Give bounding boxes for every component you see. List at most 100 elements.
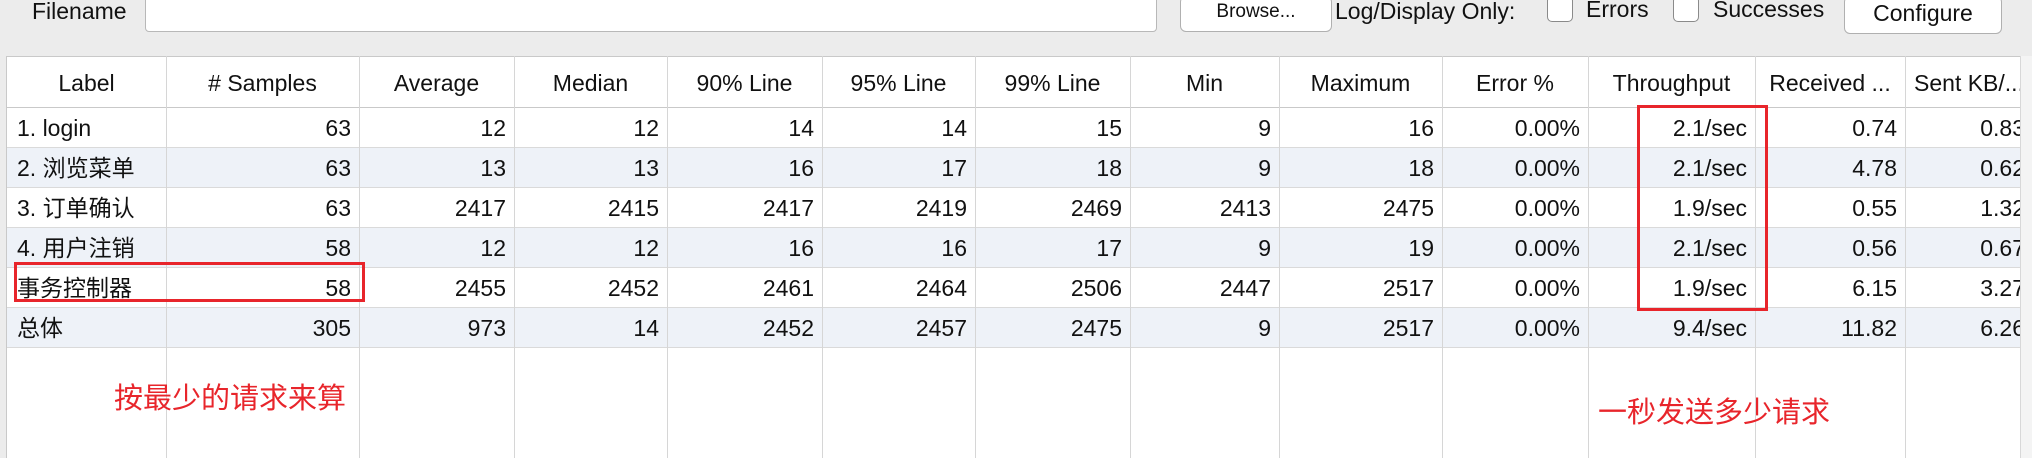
cell-line90: 16 bbox=[788, 235, 814, 261]
vertical-scrollbar[interactable] bbox=[2020, 56, 2032, 458]
cell-received: 0.56 bbox=[1852, 235, 1897, 261]
table-row[interactable]: 事务控制器 58 2455 2452 2461 2464 2506 2447 2517 0.00%… bbox=[7, 268, 2032, 308]
cell-line95: 2457 bbox=[915, 315, 967, 341]
cell-received: 0.55 bbox=[1852, 195, 1897, 221]
table-row[interactable]: 4. 用户注销 58 12 12 16 16 17 9 19 0.00% 2.1/sec 0.56 0.… bbox=[7, 228, 2032, 268]
cell-sent: 0.62 bbox=[1980, 155, 2025, 181]
cell-min: 9 bbox=[1258, 315, 1271, 341]
cell-error-pct: 0.00% bbox=[1514, 115, 1580, 141]
column-header-samples[interactable]: # Samples bbox=[208, 70, 317, 96]
cell-samples: 63 bbox=[325, 195, 351, 221]
successes-label: Successes bbox=[1713, 0, 1825, 22]
cell-line99: 17 bbox=[1096, 235, 1122, 261]
cell-line99: 2475 bbox=[1070, 315, 1122, 341]
configure-button[interactable]: Configure bbox=[1844, 0, 2002, 34]
cell-line95: 2464 bbox=[915, 275, 967, 301]
cell-maximum: 16 bbox=[1408, 115, 1434, 141]
cell-average: 2455 bbox=[454, 275, 506, 301]
cell-error-pct: 0.00% bbox=[1514, 275, 1580, 301]
cell-line99: 2506 bbox=[1070, 275, 1122, 301]
cell-sent: 6.26 bbox=[1980, 315, 2025, 341]
cell-label: 事务控制器 bbox=[17, 275, 132, 301]
column-header-median[interactable]: Median bbox=[552, 70, 629, 96]
cell-line90: 2417 bbox=[762, 195, 814, 221]
cell-throughput: 2.1/sec bbox=[1672, 155, 1747, 181]
column-divider bbox=[359, 56, 360, 458]
column-divider bbox=[1905, 56, 1906, 458]
filename-label: Filename bbox=[32, 0, 127, 24]
column-header-label[interactable]: Label bbox=[58, 70, 115, 96]
cell-sent: 3.27 bbox=[1980, 275, 2025, 301]
aggregate-report-table: Label # Samples Average Median 90% Line 95% L… bbox=[6, 56, 2032, 458]
cell-min: 9 bbox=[1258, 115, 1271, 141]
column-divider bbox=[514, 56, 515, 458]
column-divider bbox=[975, 56, 976, 458]
cell-maximum: 2517 bbox=[1382, 315, 1434, 341]
cell-median: 14 bbox=[633, 315, 659, 341]
cell-label: 4. 用户注销 bbox=[17, 235, 135, 261]
cell-line95: 2419 bbox=[915, 195, 967, 221]
right-annotation-note: 一秒发送多少请求 bbox=[1598, 397, 1831, 429]
cell-min: 9 bbox=[1258, 235, 1271, 261]
cell-error-pct: 0.00% bbox=[1514, 315, 1580, 341]
cell-median: 12 bbox=[633, 235, 659, 261]
cell-label: 2. 浏览菜单 bbox=[17, 155, 135, 181]
column-header-line90[interactable]: 90% Line bbox=[696, 70, 793, 96]
column-divider bbox=[1442, 56, 1443, 458]
cell-maximum: 19 bbox=[1408, 235, 1434, 261]
column-header-line95[interactable]: 95% Line bbox=[850, 70, 947, 96]
left-annotation-note: 按最少的请求来算 bbox=[114, 383, 347, 415]
cell-throughput: 1.9/sec bbox=[1672, 275, 1747, 301]
cell-line99: 2469 bbox=[1070, 195, 1122, 221]
column-header-average[interactable]: Average bbox=[393, 70, 480, 96]
column-header-maximum[interactable]: Maximum bbox=[1310, 70, 1411, 96]
column-divider bbox=[166, 56, 167, 458]
column-header-min[interactable]: Min bbox=[1185, 70, 1224, 96]
cell-average: 13 bbox=[480, 155, 506, 181]
cell-label: 1. login bbox=[17, 115, 92, 141]
cell-received: 0.74 bbox=[1852, 115, 1897, 141]
column-divider bbox=[1755, 56, 1756, 458]
column-divider bbox=[667, 56, 668, 458]
cell-received: 11.82 bbox=[1841, 315, 1897, 341]
table-row[interactable]: 1. login 63 12 12 14 14 15 9 16 0.00% 2.1/sec 0.74 0… bbox=[7, 108, 2032, 148]
log-display-only-label: Log/Display Only: bbox=[1335, 0, 1516, 24]
cell-samples: 63 bbox=[325, 115, 351, 141]
cell-maximum: 2475 bbox=[1382, 195, 1434, 221]
table-row[interactable]: 3. 订单确认 63 2417 2415 2417 2419 2469 2413 2475 0.0… bbox=[7, 188, 2032, 228]
cell-throughput: 9.4/sec bbox=[1672, 315, 1747, 341]
column-header-sent[interactable]: Sent KB/... bbox=[1914, 70, 2024, 96]
cell-maximum: 18 bbox=[1408, 155, 1434, 181]
cell-median: 13 bbox=[633, 155, 659, 181]
cell-error-pct: 0.00% bbox=[1514, 155, 1580, 181]
column-header-error-pct[interactable]: Error % bbox=[1476, 70, 1554, 96]
browse-button[interactable]: Browse... bbox=[1180, 0, 1332, 32]
cell-samples: 58 bbox=[325, 275, 351, 301]
table-row[interactable]: 2. 浏览菜单 63 13 13 16 17 18 9 18 0.00% 2.1/sec 4.78 0.… bbox=[7, 148, 2032, 188]
toolbar: Filename Browse... Log/Display Only: Err… bbox=[0, 0, 2032, 40]
cell-line95: 14 bbox=[941, 115, 967, 141]
cell-throughput: 1.9/sec bbox=[1672, 195, 1747, 221]
cell-maximum: 2517 bbox=[1382, 275, 1434, 301]
filename-input[interactable] bbox=[145, 0, 1157, 32]
column-divider bbox=[1279, 56, 1280, 458]
cell-median: 2415 bbox=[607, 195, 659, 221]
cell-median: 12 bbox=[633, 115, 659, 141]
table-row[interactable]: 总体 305 973 14 2452 2457 2475 9 2517 0.00% 9.4/sec 1… bbox=[7, 308, 2032, 348]
cell-samples: 63 bbox=[325, 155, 351, 181]
cell-sent: 0.67 bbox=[1980, 235, 2025, 261]
column-divider bbox=[1130, 56, 1131, 458]
column-header-line99[interactable]: 99% Line bbox=[1004, 70, 1101, 96]
cell-median: 2452 bbox=[607, 275, 659, 301]
cell-average: 12 bbox=[480, 115, 506, 141]
successes-checkbox[interactable] bbox=[1673, 0, 1699, 22]
errors-label: Errors bbox=[1586, 0, 1649, 22]
column-header-received[interactable]: Received ... bbox=[1769, 70, 1891, 96]
errors-checkbox[interactable] bbox=[1547, 0, 1573, 22]
cell-received: 6.15 bbox=[1852, 275, 1897, 301]
cell-error-pct: 0.00% bbox=[1514, 235, 1580, 261]
cell-sent: 1.32 bbox=[1980, 195, 2025, 221]
cell-min: 9 bbox=[1258, 155, 1271, 181]
cell-throughput: 2.1/sec bbox=[1672, 115, 1747, 141]
column-header-throughput[interactable]: Throughput bbox=[1612, 70, 1731, 96]
